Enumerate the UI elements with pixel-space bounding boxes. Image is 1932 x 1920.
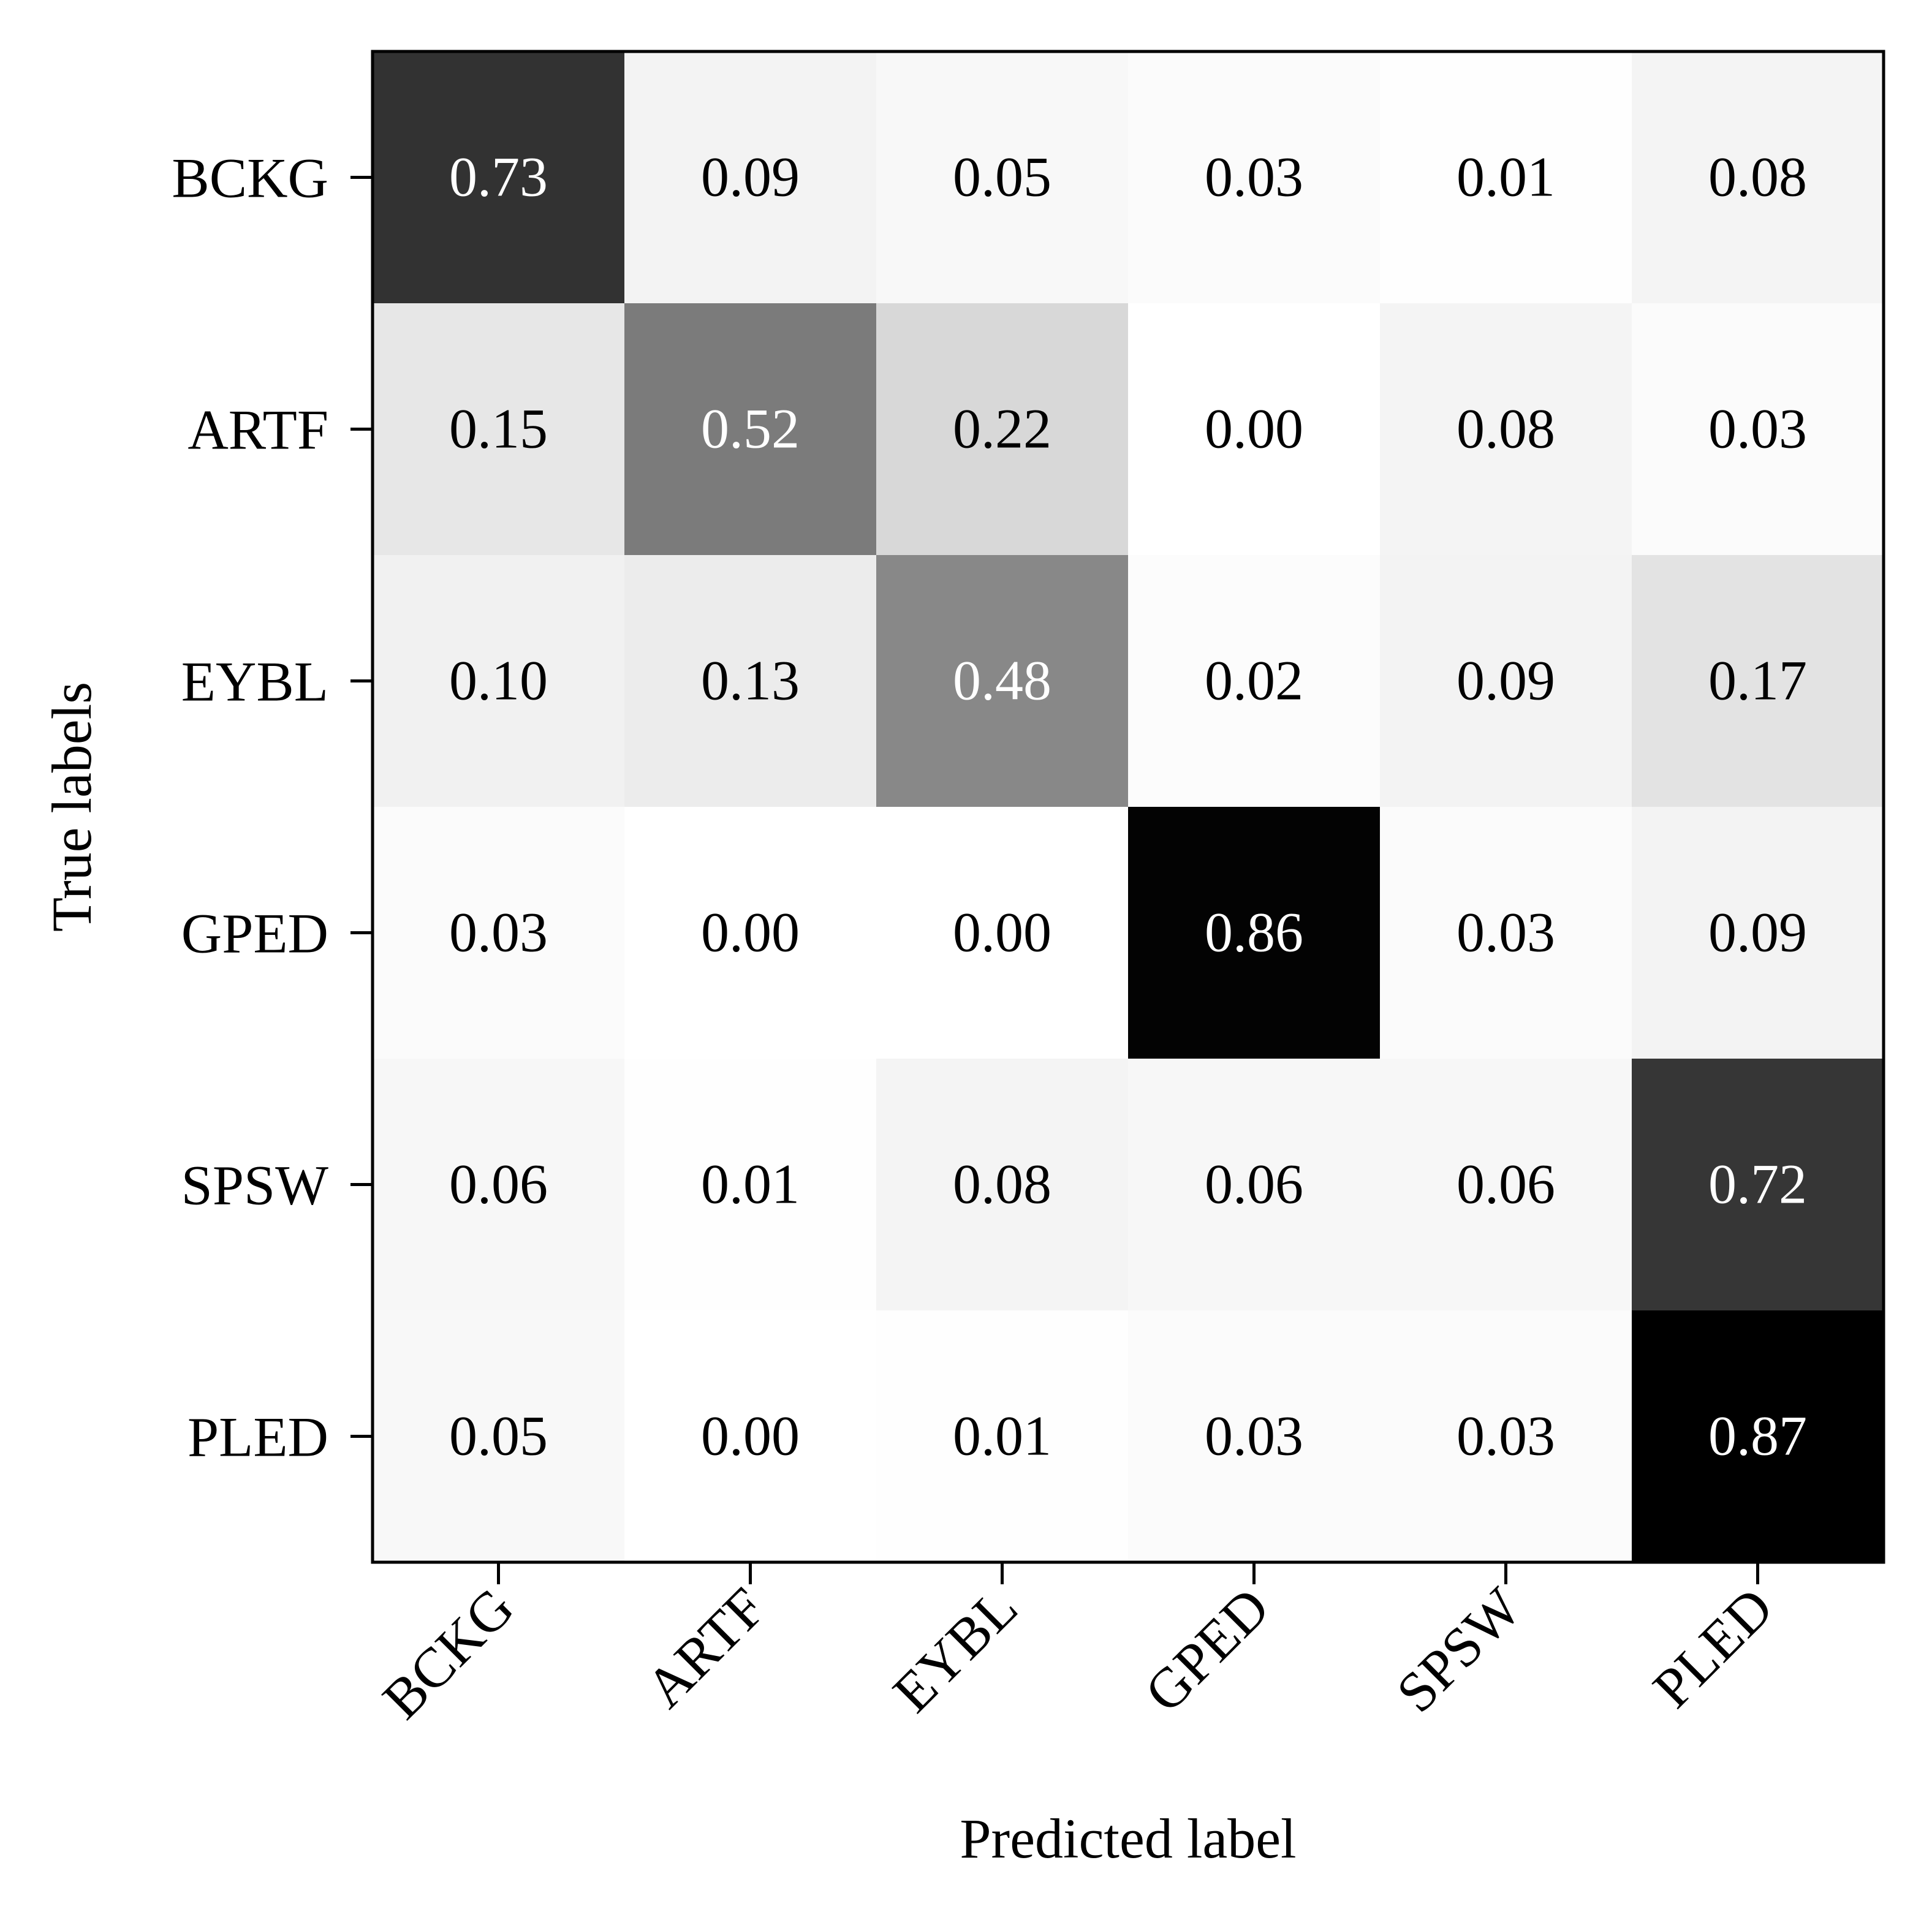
cell-value-label: 0.08 bbox=[1457, 398, 1555, 460]
cell-value-label: 0.06 bbox=[1457, 1153, 1555, 1215]
y-tick-label: SPSW bbox=[181, 1154, 328, 1217]
heatmap-cell bbox=[373, 303, 625, 556]
heatmap-cell bbox=[373, 807, 625, 1059]
cell-value-label: 0.05 bbox=[953, 146, 1051, 208]
cell-value-label: 0.03 bbox=[1205, 1405, 1303, 1467]
heatmap-cell bbox=[1632, 807, 1884, 1059]
heatmap-cell bbox=[1632, 51, 1884, 304]
cell-value-label: 0.10 bbox=[449, 649, 548, 712]
cell-value-label: 0.17 bbox=[1708, 649, 1807, 712]
heatmap-cell bbox=[624, 1310, 877, 1563]
heatmap-cell bbox=[624, 555, 877, 807]
heatmap-cell bbox=[1632, 555, 1884, 807]
cell-value-label: 0.02 bbox=[1205, 649, 1303, 712]
heatmap-cell bbox=[876, 555, 1129, 807]
cell-value-label: 0.00 bbox=[953, 901, 1051, 964]
cell-value-label: 0.52 bbox=[701, 398, 800, 460]
cell-value-label: 0.87 bbox=[1708, 1405, 1807, 1467]
cell-value-label: 0.06 bbox=[1205, 1153, 1303, 1215]
y-axis-ticks: BCKG ARTF EYBL GPED SPSW PLED bbox=[172, 147, 373, 1468]
cell-value-label: 0.03 bbox=[1457, 1405, 1555, 1467]
cell-value-label: 0.09 bbox=[1708, 901, 1807, 964]
heatmap-cell bbox=[1632, 1059, 1884, 1311]
y-tick-label: ARTF bbox=[188, 399, 328, 461]
cell-value-label: 0.09 bbox=[1457, 649, 1555, 712]
heatmap-cell bbox=[373, 555, 625, 807]
cell-value-label: 0.15 bbox=[449, 398, 548, 460]
heatmap-cell bbox=[1128, 555, 1381, 807]
cell-value-label: 0.73 bbox=[449, 146, 548, 208]
cell-value-label: 0.03 bbox=[449, 901, 548, 964]
x-tick-label: GPED bbox=[1133, 1576, 1281, 1724]
heatmap-cell bbox=[1380, 555, 1632, 807]
heatmap-cell bbox=[373, 1310, 625, 1563]
cell-value-label: 0.13 bbox=[701, 649, 800, 712]
x-tick-label: PLED bbox=[1641, 1576, 1785, 1720]
heatmap-cell bbox=[624, 1059, 877, 1311]
cell-value-label: 0.86 bbox=[1205, 901, 1303, 964]
heatmap-cell bbox=[1380, 807, 1632, 1059]
cell-value-label: 0.03 bbox=[1708, 398, 1807, 460]
x-tick-label: SPSW bbox=[1385, 1576, 1533, 1724]
cell-value-label: 0.09 bbox=[701, 146, 800, 208]
heatmap-cell bbox=[1380, 51, 1632, 304]
x-axis-title: Predicted label bbox=[960, 1807, 1296, 1870]
x-tick-label: EYBL bbox=[881, 1576, 1029, 1724]
heatmap-cell bbox=[373, 51, 625, 304]
cell-value-label: 0.00 bbox=[701, 901, 800, 964]
heatmap-cell bbox=[876, 807, 1129, 1059]
cell-value-label: 0.01 bbox=[1457, 146, 1555, 208]
heatmap-cell bbox=[1128, 807, 1381, 1059]
heatmap-cell bbox=[1632, 303, 1884, 556]
heatmap-cells bbox=[373, 51, 1884, 1563]
cell-value-label: 0.01 bbox=[953, 1405, 1051, 1467]
heatmap-cell bbox=[1128, 1059, 1381, 1311]
cell-value-label: 0.03 bbox=[1205, 146, 1303, 208]
heatmap-cell bbox=[1632, 1310, 1884, 1563]
heatmap-cell bbox=[1128, 1310, 1381, 1563]
heatmap-cell bbox=[624, 303, 877, 556]
cell-value-label: 0.48 bbox=[953, 649, 1051, 712]
heatmap-cell bbox=[624, 807, 877, 1059]
heatmap-cell bbox=[876, 303, 1129, 556]
y-tick-label: EYBL bbox=[181, 651, 328, 713]
cell-value-label: 0.08 bbox=[1708, 146, 1807, 208]
heatmap-cell bbox=[1128, 303, 1381, 556]
heatmap-cell bbox=[1380, 303, 1632, 556]
heatmap-cell bbox=[1128, 51, 1381, 304]
cell-value-label: 0.08 bbox=[953, 1153, 1051, 1215]
heatmap-cell bbox=[624, 51, 877, 304]
heatmap-cell bbox=[876, 1310, 1129, 1563]
cell-value-label: 0.06 bbox=[449, 1153, 548, 1215]
y-tick-label: BCKG bbox=[172, 147, 328, 210]
cell-value-label: 0.05 bbox=[449, 1405, 548, 1467]
x-axis-ticks: BCKG ARTF EYBL GPED SPSW PLED bbox=[371, 1562, 1785, 1731]
heatmap-cell bbox=[1380, 1310, 1632, 1563]
cell-value-labels: 0.73 0.09 0.05 0.03 0.01 0.08 0.15 0.52 0.22 0.00… bbox=[449, 146, 1807, 1467]
heatmap-cell bbox=[876, 51, 1129, 304]
heatmap-cell bbox=[876, 1059, 1129, 1311]
x-tick-label: BCKG bbox=[371, 1576, 526, 1731]
plot-frame bbox=[371, 50, 1885, 1564]
cell-value-label: 0.00 bbox=[1205, 398, 1303, 460]
cell-value-label: 0.72 bbox=[1708, 1153, 1807, 1215]
x-tick-label: ARTF bbox=[634, 1576, 778, 1720]
heatmap-cell bbox=[1380, 1059, 1632, 1311]
cell-value-label: 0.03 bbox=[1457, 901, 1555, 964]
cell-value-label: 0.01 bbox=[701, 1153, 800, 1215]
cell-value-label: 0.22 bbox=[953, 398, 1051, 460]
heatmap-cell bbox=[373, 1059, 625, 1311]
y-tick-label: PLED bbox=[188, 1406, 328, 1468]
y-tick-label: GPED bbox=[181, 902, 328, 965]
y-axis-title: True labels bbox=[40, 682, 103, 932]
cell-value-label: 0.00 bbox=[701, 1405, 800, 1467]
